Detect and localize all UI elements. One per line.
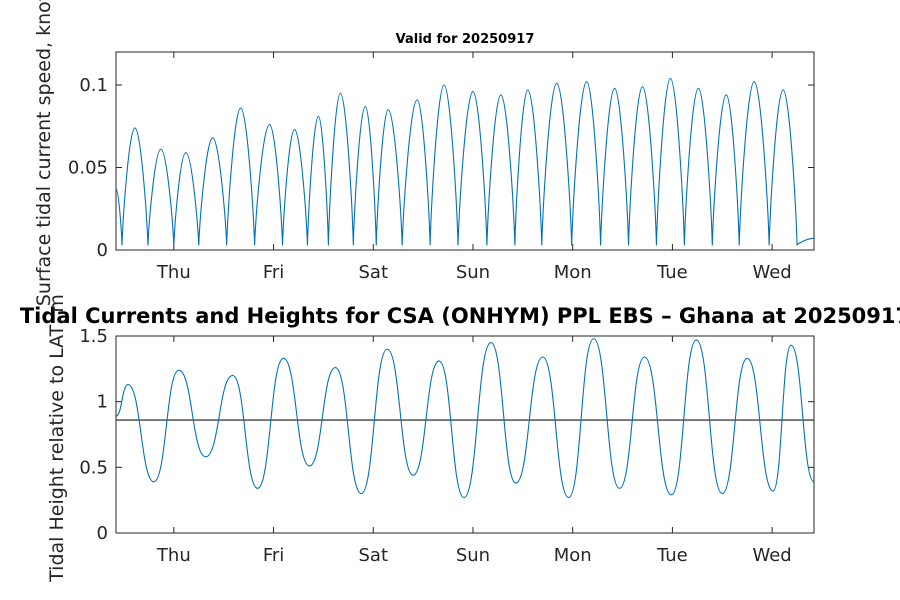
current-speed-y-tick-label: 0.05 (68, 158, 108, 179)
tidal-height-y-tick-label: 1.5 (79, 326, 108, 347)
current-speed-x-tick-label: Thu (156, 262, 191, 283)
tidal-height-y-tick-label: 0.5 (79, 457, 108, 478)
current-speed-y-tick-label: 0.1 (79, 75, 108, 96)
tidal-height-x-tick-label: Fri (263, 545, 284, 566)
tidal-height-x-tick-label: Sun (456, 545, 490, 566)
current-speed-axes: 0 0.05 0.1 Thu Fri Sat Sun Mon Tue Wed Surface ti… (33, 0, 815, 306)
tidal-height-y-tick-label: 1 (97, 392, 108, 413)
current-speed-plot-area (116, 52, 814, 250)
current-speed-axes-frame (115, 51, 815, 251)
tidal-height-x-tick-label: Sat (359, 545, 389, 566)
current-speed-series-line (115, 77, 815, 246)
tidal-height-x-tick-label: Tue (656, 545, 688, 566)
tidal-height-axes: 0 0.5 1 1.5 Thu Fri Sat Sun Mon Tue Wed Tidal Heig… (46, 294, 815, 583)
current-speed-x-tick-label: Fri (263, 262, 284, 283)
figure-title: Tidal Currents and Heights for CSA (ONHY… (20, 304, 900, 328)
tidal-height-axes-frame (115, 335, 815, 534)
current-speed-y-tick-label: 0 (97, 240, 108, 261)
tidal-height-x-tick-label: Thu (156, 545, 191, 566)
current-speed-x-tick-label: Sat (359, 262, 389, 283)
tidal-height-y-tick-label: 0 (97, 523, 108, 544)
current-speed-x-tick-label: Wed (752, 262, 791, 283)
tidal-height-x-tick-label: Wed (752, 545, 791, 566)
tidal-height-series-line (115, 338, 815, 499)
current-speed-x-tick-label: Sun (456, 262, 490, 283)
figure-subtitle: Valid for 20250917 (396, 32, 535, 47)
current-speed-x-tick-label: Tue (656, 262, 688, 283)
tidal-height-x-tick-label: Mon (554, 545, 592, 566)
tidal-height-plot-area (116, 336, 814, 533)
current-speed-y-axis-label: Surface tidal current speed, knots (33, 0, 55, 306)
current-speed-x-tick-label: Mon (554, 262, 592, 283)
tidal-height-y-axis-label: Tidal Height relative to LAT, m (46, 294, 68, 583)
